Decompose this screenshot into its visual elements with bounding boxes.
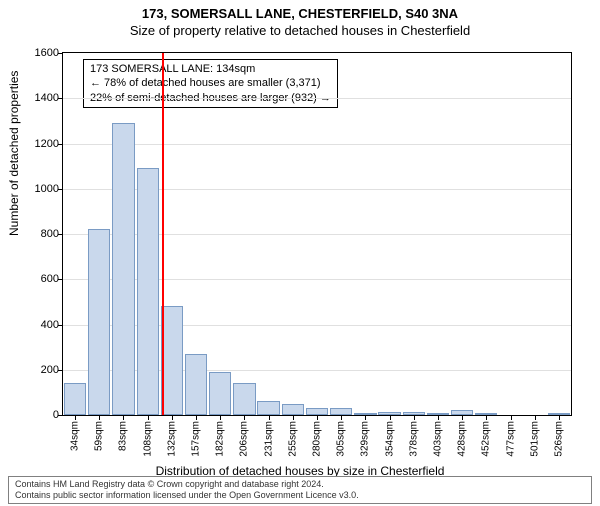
x-tick-mark bbox=[269, 415, 270, 420]
annotation-line2: ← 78% of detached houses are smaller (3,… bbox=[90, 76, 331, 90]
x-tick-mark bbox=[220, 415, 221, 420]
chart-area: 173 SOMERSALL LANE: 134sqm ← 78% of deta… bbox=[62, 52, 572, 416]
histogram-bar bbox=[161, 306, 183, 415]
x-tick-label: 255sqm bbox=[287, 421, 298, 457]
x-tick-mark bbox=[196, 415, 197, 420]
histogram-bar bbox=[282, 404, 304, 415]
page-title: 173, SOMERSALL LANE, CHESTERFIELD, S40 3… bbox=[0, 6, 600, 21]
histogram-bar bbox=[330, 408, 352, 415]
footer-line1: Contains HM Land Registry data © Crown c… bbox=[15, 479, 585, 490]
page-subtitle: Size of property relative to detached ho… bbox=[0, 23, 600, 38]
x-tick-mark bbox=[414, 415, 415, 420]
chart-container: 173, SOMERSALL LANE, CHESTERFIELD, S40 3… bbox=[0, 6, 600, 506]
x-tick-mark bbox=[559, 415, 560, 420]
histogram-bar bbox=[185, 354, 207, 415]
reference-line bbox=[162, 53, 164, 415]
x-tick-label: 34sqm bbox=[70, 421, 81, 451]
x-tick-label: 526sqm bbox=[553, 421, 564, 457]
x-tick-label: 428sqm bbox=[457, 421, 468, 457]
x-tick-label: 501sqm bbox=[529, 421, 540, 457]
x-tick-label: 280sqm bbox=[312, 421, 323, 457]
x-tick-mark bbox=[535, 415, 536, 420]
y-tick-label: 800 bbox=[41, 228, 59, 240]
y-tick-label: 1400 bbox=[35, 92, 59, 104]
x-tick-label: 378sqm bbox=[408, 421, 419, 457]
y-tick-label: 1600 bbox=[35, 47, 59, 59]
annotation-line1: 173 SOMERSALL LANE: 134sqm bbox=[90, 62, 331, 76]
x-tick-mark bbox=[438, 415, 439, 420]
y-tick-label: 0 bbox=[53, 409, 59, 421]
x-tick-label: 108sqm bbox=[142, 421, 153, 457]
histogram-bar bbox=[233, 383, 255, 415]
y-tick-label: 600 bbox=[41, 273, 59, 285]
x-tick-mark bbox=[293, 415, 294, 420]
histogram-bar bbox=[137, 168, 159, 415]
y-tick-label: 1200 bbox=[35, 138, 59, 150]
gridline bbox=[63, 144, 571, 145]
x-tick-mark bbox=[317, 415, 318, 420]
x-tick-mark bbox=[123, 415, 124, 420]
x-tick-mark bbox=[365, 415, 366, 420]
y-axis-label: Number of detached properties bbox=[7, 71, 21, 236]
x-tick-mark bbox=[511, 415, 512, 420]
x-tick-mark bbox=[341, 415, 342, 420]
histogram-bar bbox=[257, 401, 279, 415]
y-tick-label: 200 bbox=[41, 364, 59, 376]
histogram-bar bbox=[88, 229, 110, 415]
x-tick-mark bbox=[75, 415, 76, 420]
x-tick-label: 452sqm bbox=[481, 421, 492, 457]
y-tick-label: 400 bbox=[41, 319, 59, 331]
histogram-bar bbox=[112, 123, 134, 415]
y-tick-label: 1000 bbox=[35, 183, 59, 195]
x-tick-label: 231sqm bbox=[263, 421, 274, 457]
histogram-bar bbox=[209, 372, 231, 415]
x-tick-label: 157sqm bbox=[191, 421, 202, 457]
x-tick-label: 354sqm bbox=[384, 421, 395, 457]
histogram-bar bbox=[306, 408, 328, 415]
x-tick-mark bbox=[148, 415, 149, 420]
x-tick-label: 305sqm bbox=[336, 421, 347, 457]
x-tick-label: 206sqm bbox=[239, 421, 250, 457]
annotation-box: 173 SOMERSALL LANE: 134sqm ← 78% of deta… bbox=[83, 59, 338, 108]
x-tick-mark bbox=[172, 415, 173, 420]
x-tick-mark bbox=[486, 415, 487, 420]
x-tick-label: 59sqm bbox=[94, 421, 105, 451]
x-tick-label: 403sqm bbox=[432, 421, 443, 457]
x-tick-mark bbox=[462, 415, 463, 420]
x-tick-mark bbox=[99, 415, 100, 420]
x-tick-mark bbox=[390, 415, 391, 420]
x-tick-label: 132sqm bbox=[166, 421, 177, 457]
histogram-bar bbox=[64, 383, 86, 415]
x-tick-label: 83sqm bbox=[118, 421, 129, 451]
x-tick-label: 182sqm bbox=[215, 421, 226, 457]
footer-line2: Contains public sector information licen… bbox=[15, 490, 585, 501]
x-tick-label: 477sqm bbox=[505, 421, 516, 457]
x-tick-mark bbox=[244, 415, 245, 420]
gridline bbox=[63, 98, 571, 99]
x-tick-label: 329sqm bbox=[360, 421, 371, 457]
